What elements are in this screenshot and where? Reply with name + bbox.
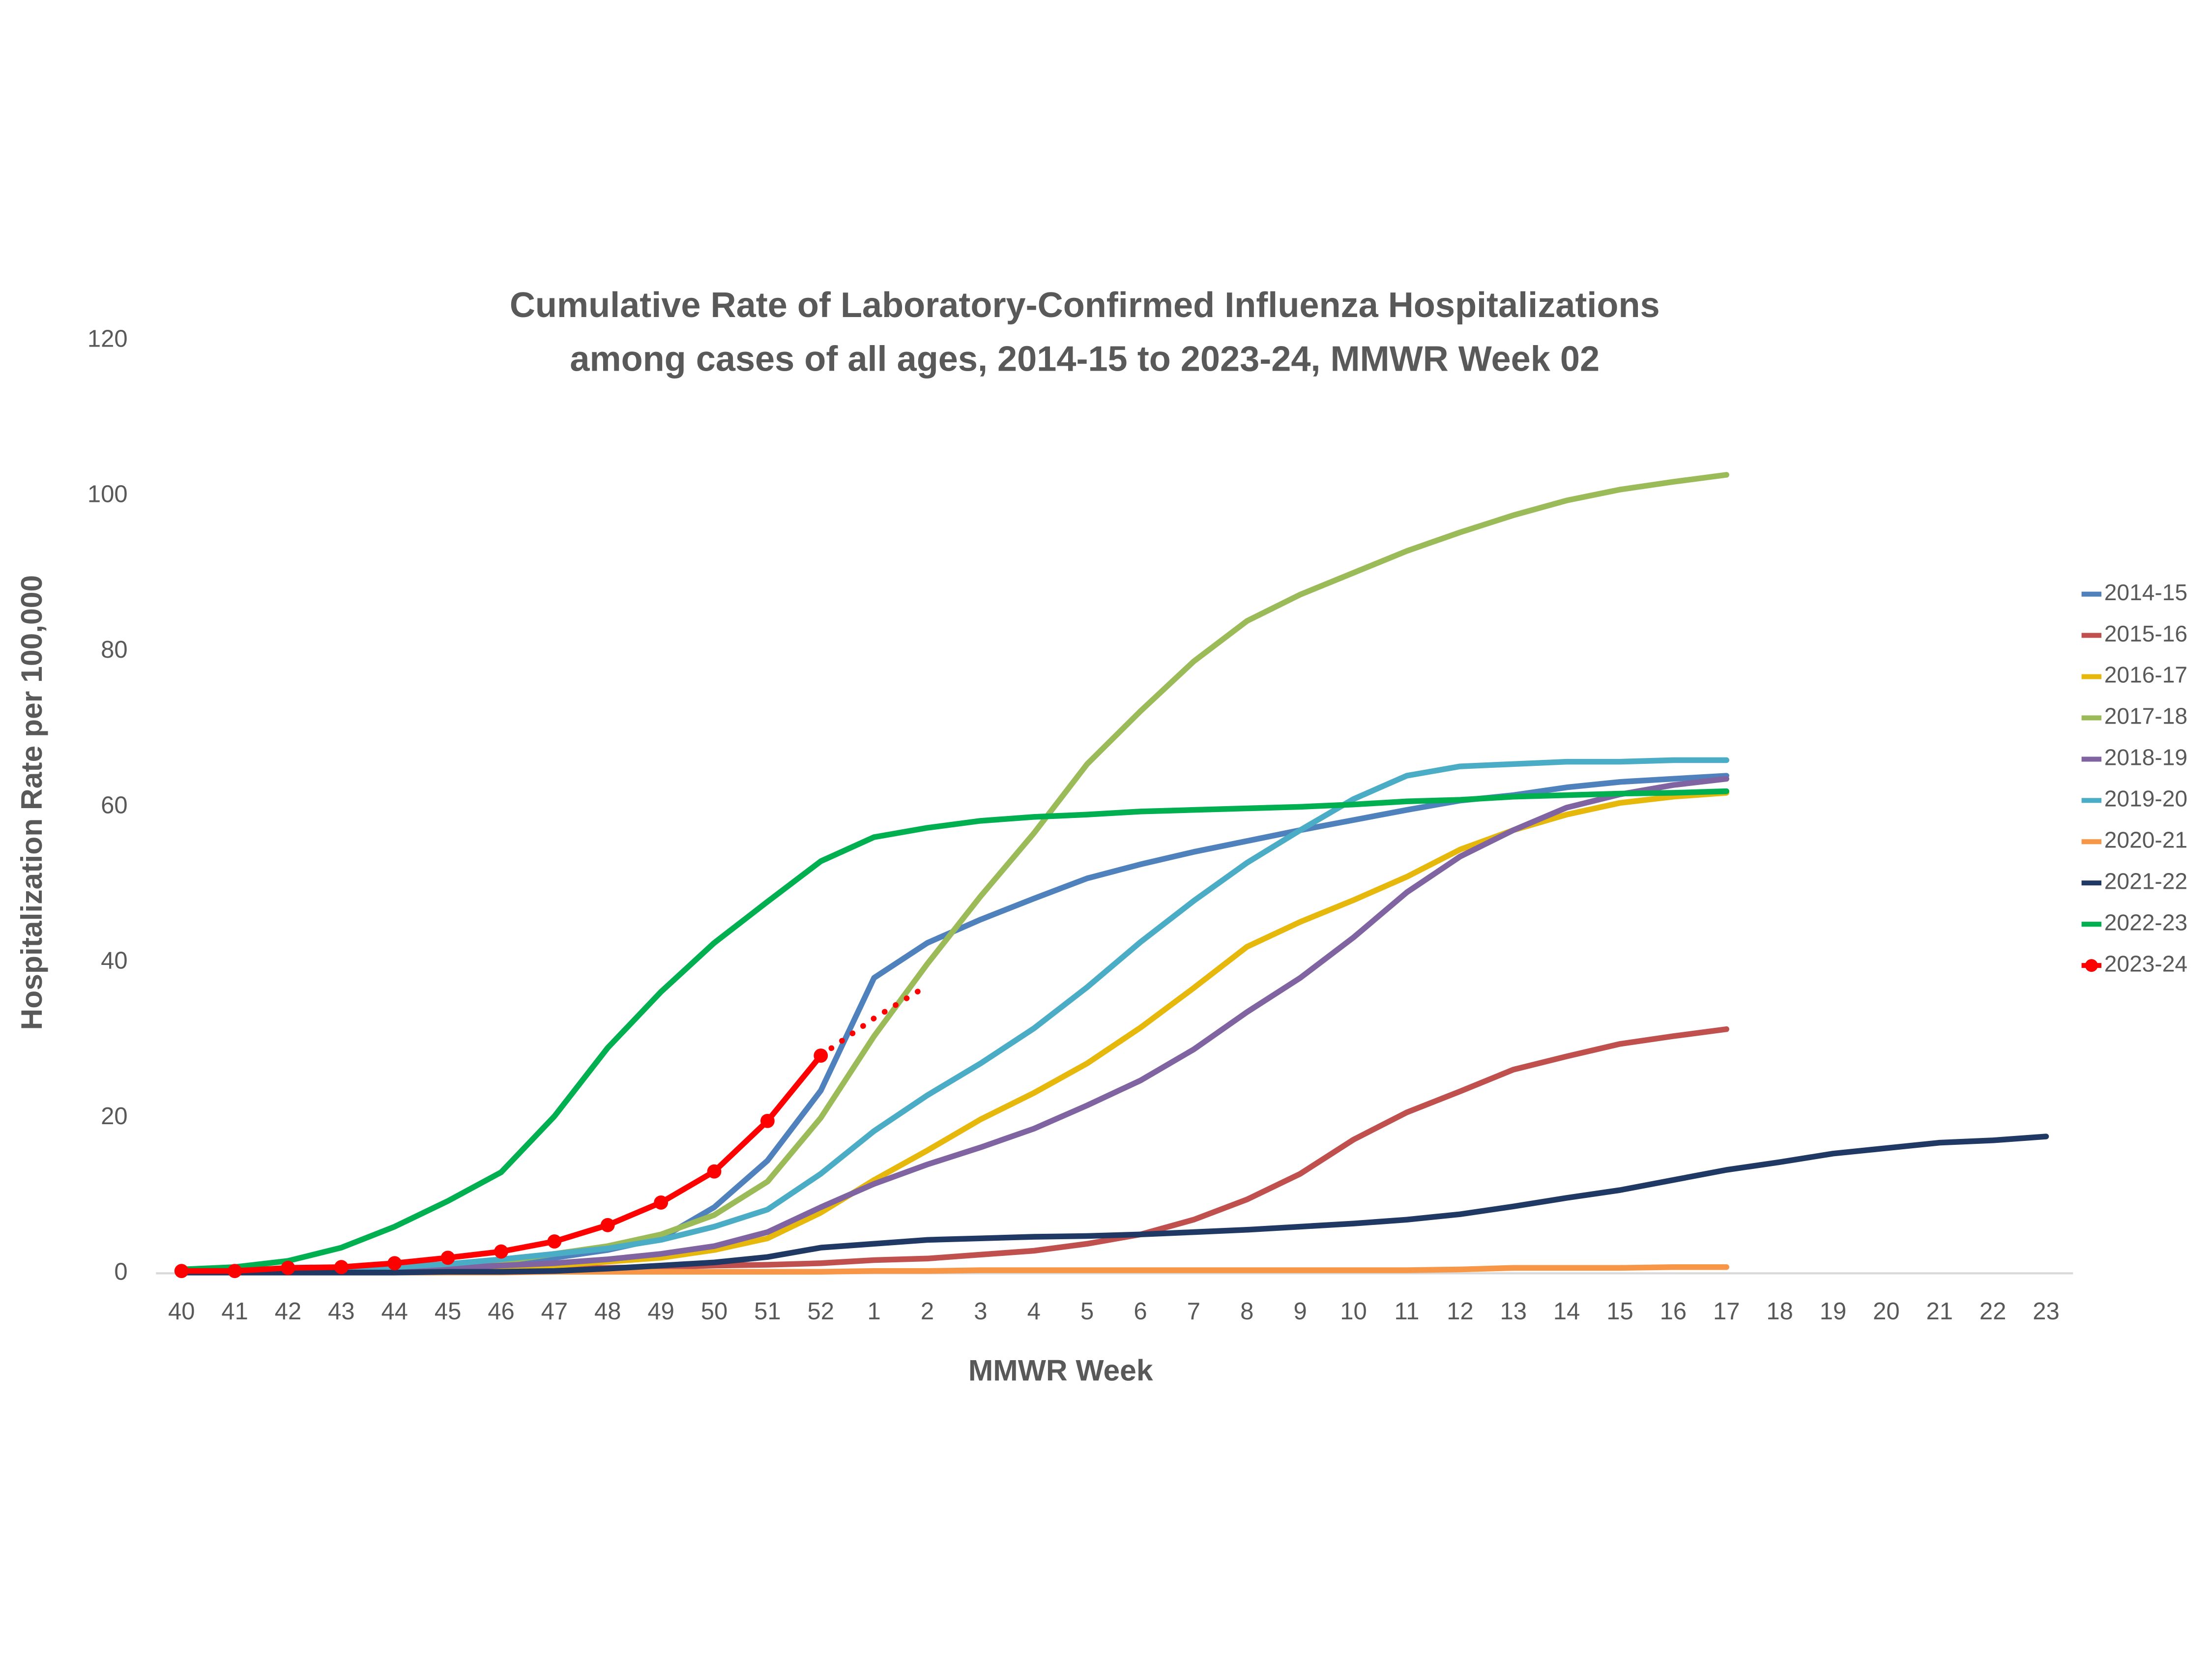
x-tick-label: 21 <box>1926 1298 1953 1325</box>
data-point <box>440 1251 455 1265</box>
x-tick-label: 16 <box>1660 1298 1687 1325</box>
x-axis-title: MMWR Week <box>968 1353 1153 1387</box>
y-tick-label: 0 <box>114 1258 127 1285</box>
x-tick-label: 45 <box>435 1298 462 1325</box>
x-tick-label: 22 <box>1979 1298 2007 1325</box>
x-tick-label: 1 <box>868 1298 881 1325</box>
x-tick-label: 23 <box>2033 1298 2060 1325</box>
x-tick-label: 15 <box>1606 1298 1633 1325</box>
x-tick-label: 19 <box>1820 1298 1847 1325</box>
data-point <box>707 1164 722 1179</box>
y-tick-label: 80 <box>101 637 128 663</box>
x-tick-label: 17 <box>1713 1298 1740 1325</box>
x-tick-label: 48 <box>594 1298 621 1325</box>
data-point <box>281 1260 295 1275</box>
x-tick-label: 14 <box>1553 1298 1580 1325</box>
x-tick-label: 44 <box>381 1298 408 1325</box>
series-line <box>178 757 1729 1276</box>
chart-title: Cumulative Rate of Laboratory-Confirmed … <box>510 286 1660 325</box>
x-tick-label: 6 <box>1134 1298 1147 1325</box>
chart-title: among cases of all ages, 2014-15 to 2023… <box>570 340 1600 379</box>
x-tick-label: 40 <box>168 1298 195 1325</box>
series-line <box>178 1134 2049 1276</box>
x-tick-label: 4 <box>1027 1298 1041 1325</box>
legend-label: 2018-19 <box>2104 745 2187 770</box>
x-tick-label: 42 <box>275 1298 302 1325</box>
x-tick-label: 9 <box>1294 1298 1307 1325</box>
x-tick-label: 13 <box>1500 1298 1527 1325</box>
data-point <box>654 1195 669 1210</box>
y-tick-label: 40 <box>101 948 128 974</box>
data-point <box>760 1113 775 1128</box>
x-tick-label: 8 <box>1240 1298 1253 1325</box>
x-tick-label: 12 <box>1447 1298 1474 1325</box>
x-tick-label: 43 <box>328 1298 355 1325</box>
x-tick-label: 46 <box>488 1298 515 1325</box>
y-tick-label: 120 <box>87 325 128 352</box>
y-tick-label: 60 <box>101 792 128 818</box>
series-line <box>178 788 1729 1273</box>
legend-marker <box>2085 959 2098 972</box>
legend-label: 2014-15 <box>2104 580 2187 605</box>
data-point <box>228 1264 242 1279</box>
legend-label: 2021-22 <box>2104 868 2187 894</box>
x-tick-label: 7 <box>1187 1298 1200 1325</box>
legend-label: 2015-16 <box>2104 621 2187 646</box>
data-point <box>814 1048 828 1063</box>
x-tick-label: 52 <box>808 1298 835 1325</box>
legend-label: 2023-24 <box>2104 951 2187 976</box>
y-tick-label: 100 <box>87 481 128 508</box>
x-tick-label: 5 <box>1080 1298 1094 1325</box>
data-point <box>174 1264 189 1279</box>
x-tick-label: 20 <box>1873 1298 1900 1325</box>
legend-label: 2020-21 <box>2104 827 2187 852</box>
x-tick-label: 3 <box>974 1298 987 1325</box>
legend-label: 2019-20 <box>2104 786 2187 812</box>
legend-label: 2016-17 <box>2104 662 2187 688</box>
data-point <box>600 1218 615 1232</box>
legend-label: 2022-23 <box>2104 909 2187 935</box>
data-point <box>494 1244 508 1259</box>
x-tick-label: 41 <box>221 1298 248 1325</box>
legend-label: 2017-18 <box>2104 703 2187 729</box>
data-point <box>334 1260 349 1275</box>
data-point <box>387 1256 402 1271</box>
series-line <box>178 776 1729 1276</box>
x-tick-label: 11 <box>1395 1298 1420 1325</box>
y-axis-title: Hospitalization Rate per 100,000 <box>15 575 48 1030</box>
data-point <box>547 1234 562 1249</box>
x-tick-label: 49 <box>647 1298 674 1325</box>
x-tick-label: 51 <box>754 1298 781 1325</box>
x-tick-label: 47 <box>541 1298 568 1325</box>
x-tick-label: 2 <box>921 1298 934 1325</box>
x-tick-label: 18 <box>1766 1298 1793 1325</box>
x-tick-label: 10 <box>1340 1298 1367 1325</box>
x-tick-label: 50 <box>701 1298 728 1325</box>
y-tick-label: 20 <box>101 1103 128 1130</box>
projection-line <box>818 983 931 1059</box>
